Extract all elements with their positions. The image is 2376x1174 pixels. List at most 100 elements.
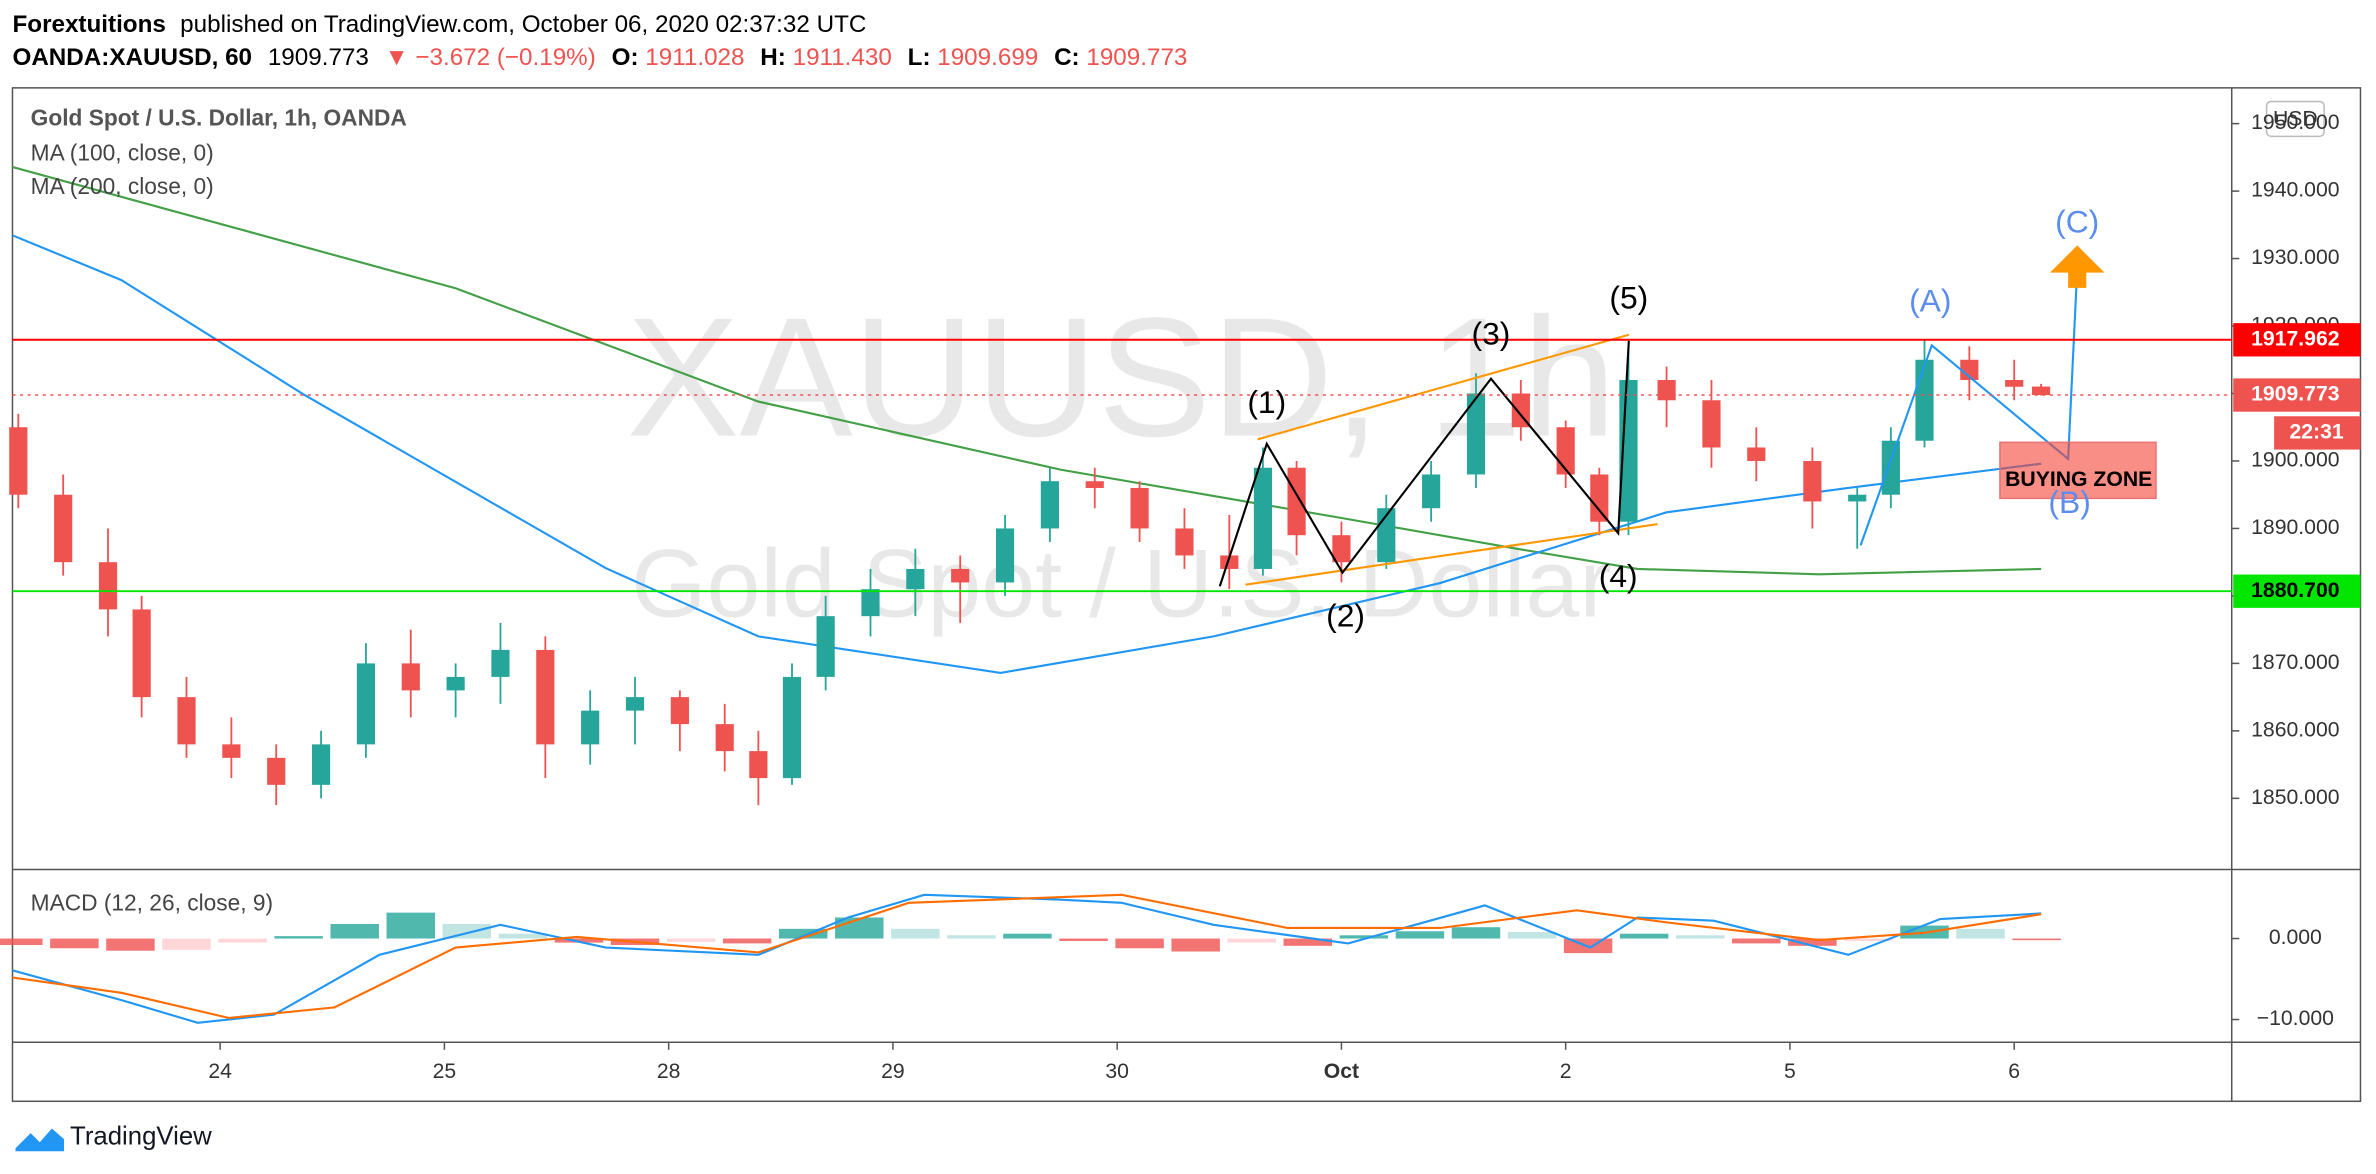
- brand-icon[interactable]: [15, 1128, 64, 1152]
- price-level-label: 1909.773: [2251, 383, 2340, 406]
- open-value: 1911.028: [645, 44, 744, 71]
- y-tick-label: 1950.000: [2251, 111, 2339, 134]
- close-label: C:: [1054, 44, 1080, 71]
- candle-body: [536, 649, 555, 745]
- currency-label[interactable]: USD: [2273, 107, 2318, 130]
- candle-body: [1848, 494, 1867, 502]
- currency-button[interactable]: [2265, 100, 2325, 138]
- histogram-bar: [330, 923, 379, 939]
- legend-entry: MA (100, close, 0): [31, 140, 214, 166]
- histogram-bar: [1788, 938, 1837, 946]
- publisher: Forextuitions: [12, 11, 165, 38]
- x-tick-label: 6: [2008, 1060, 2020, 1083]
- candle-body: [1657, 380, 1676, 401]
- candle-body: [2005, 380, 2024, 387]
- symbol: OANDA:XAUUSD, 60: [12, 44, 252, 71]
- histogram-bar: [1451, 927, 1501, 939]
- candle-body: [1175, 528, 1194, 556]
- candle-body: [625, 697, 645, 711]
- y-tick-label: 1940.000: [2251, 179, 2339, 202]
- candle-body: [816, 616, 835, 677]
- buying-zone: [1999, 441, 2157, 500]
- y-tick-label: 1860.000: [2251, 718, 2339, 741]
- indicator-line: [12, 234, 2042, 674]
- x-tick-label: 29: [881, 1060, 905, 1083]
- price-level-label: 1880.700: [2251, 579, 2339, 602]
- wave-label: (C): [2055, 204, 2099, 240]
- watermark-name: Gold Spot / U.S. Dollar: [631, 528, 1612, 637]
- candle-body: [749, 751, 768, 779]
- macd-title: MACD (12, 26, close, 9): [31, 889, 273, 915]
- open-label: O:: [612, 44, 639, 71]
- high-label: H:: [760, 44, 786, 71]
- candle-body: [356, 663, 376, 745]
- histogram-bar: [1227, 938, 1276, 943]
- impulse-wave: [1218, 340, 1630, 587]
- histogram-bar: [274, 936, 323, 939]
- histogram-bar: [50, 938, 99, 949]
- price-level-badge: [2233, 574, 2361, 608]
- countdown: 22:31: [2289, 421, 2343, 444]
- wave-label: (5): [1609, 279, 1648, 315]
- candle-body: [177, 697, 196, 745]
- x-tick-label: 5: [1784, 1060, 1796, 1083]
- wave-label: (1): [1247, 384, 1286, 420]
- histogram-bar: [218, 938, 267, 943]
- published-info: published on TradingView.com, October 06…: [180, 11, 866, 38]
- candle-body: [1287, 467, 1306, 536]
- candle-body: [861, 589, 880, 617]
- candle-body: [1332, 535, 1351, 563]
- histogram-bar: [891, 928, 940, 939]
- price-level-badge: [2233, 323, 2361, 357]
- channel-lower: [1245, 523, 1658, 586]
- histogram-bar: [722, 938, 772, 944]
- histogram-bar: [2012, 938, 2061, 941]
- candle-body: [995, 528, 1015, 583]
- chart-title: Gold Spot / U.S. Dollar, 1h, OANDA: [31, 105, 407, 131]
- y-tick-label: 1900.000: [2251, 449, 2339, 472]
- histogram-bar: [1115, 938, 1164, 949]
- candle-body: [1130, 487, 1149, 529]
- candle-body: [1960, 359, 1979, 381]
- brand-logo[interactable]: TradingView: [15, 1122, 213, 1152]
- price-level-label: 1917.962: [2251, 327, 2339, 350]
- wave-label: (4): [1599, 558, 1638, 594]
- histogram-bar: [0, 938, 43, 946]
- candle-body: [1747, 447, 1766, 461]
- y-tick-label: −10.000: [2257, 1007, 2334, 1030]
- histogram-bar: [1003, 933, 1052, 939]
- legend-entry: MA (200, close, 0): [31, 173, 214, 199]
- histogram-bar: [778, 928, 828, 939]
- candle-body: [98, 562, 118, 610]
- wave-label: (B): [2048, 484, 2090, 520]
- candle-body: [446, 676, 465, 691]
- watermark-symbol: XAUUSD, 1h: [626, 282, 1616, 472]
- candle-body: [1220, 555, 1239, 569]
- histogram-bar: [1283, 938, 1333, 946]
- candle-body: [1040, 481, 1059, 529]
- high-value: 1911.430: [793, 44, 892, 71]
- indicator-line: [12, 165, 2042, 576]
- target-arrow: [2049, 245, 2105, 288]
- histogram-bar: [162, 938, 211, 950]
- candle-body: [1511, 393, 1530, 428]
- indicator-line: [12, 893, 2042, 1020]
- candle-body: [54, 494, 73, 563]
- x-tick-label: 28: [657, 1060, 681, 1083]
- y-tick-label: 1870.000: [2251, 651, 2339, 674]
- histogram-bar: [1339, 935, 1389, 939]
- candle-body: [1702, 400, 1721, 448]
- candle-body: [1803, 460, 1822, 502]
- candle-body: [1253, 467, 1273, 569]
- candle-body: [311, 744, 331, 785]
- candle-body: [581, 710, 600, 745]
- low-label: L:: [908, 44, 931, 71]
- y-tick-label: 0.000: [2269, 926, 2322, 949]
- candle-body: [715, 724, 734, 752]
- y-tick-label: 1930.000: [2251, 246, 2339, 269]
- candle-body: [1556, 427, 1575, 475]
- brand-name[interactable]: TradingView: [70, 1122, 212, 1150]
- histogram-bar: [1171, 938, 1220, 952]
- candle-body: [2032, 386, 2051, 396]
